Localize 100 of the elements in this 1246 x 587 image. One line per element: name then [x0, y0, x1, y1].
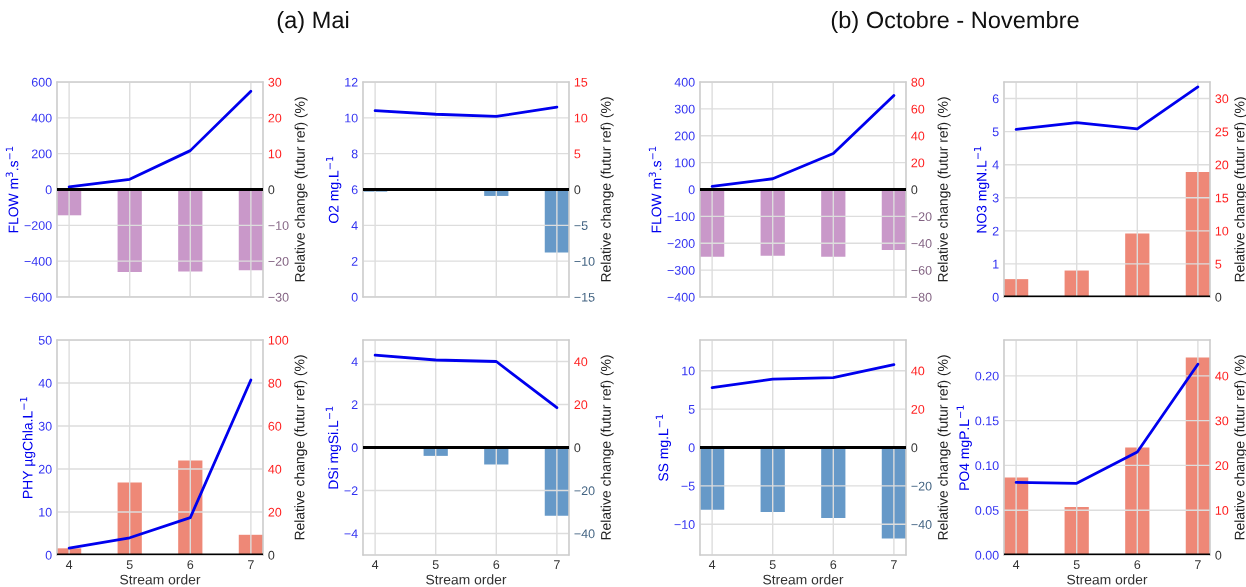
y2-tick-label: −30 [268, 292, 289, 302]
y-tick-label: −10 [674, 520, 695, 529]
y-tick-label: −5 [681, 481, 695, 491]
x-tick-label: 5 [1073, 560, 1080, 570]
y2-tick-label: 20 [268, 507, 282, 517]
y-tick-label: −400 [667, 292, 695, 302]
y2-tick-label: −20 [911, 212, 932, 222]
y-tick-label: −200 [667, 239, 695, 248]
y-axis-title: DSi mgSi.L$^{−1}$ [325, 406, 341, 489]
x-tick-label: 7 [554, 560, 560, 569]
y-tick-label: 2 [992, 226, 999, 236]
y-tick-label: 30 [38, 421, 52, 431]
y2-tick-label: −80 [911, 292, 932, 302]
y2-tick-label: 40 [268, 464, 282, 474]
y-tick-label: 0 [688, 443, 695, 453]
x-tick-label: 5 [432, 560, 439, 570]
y-tick-label: 2 [351, 400, 358, 410]
y-axis-title: PHY µgChla.L$^{−1}$ [20, 397, 36, 498]
y2-tick-label: 40 [574, 357, 588, 367]
y-tick-label: 400 [674, 77, 695, 87]
y-axis-title: PO4 mgP.L$^{−1}$ [956, 405, 972, 490]
y-axis-title: NO3 mgN.L$^{−1}$ [973, 146, 990, 233]
x-tick-label: 7 [248, 560, 254, 569]
x-axis-title: Stream order [1067, 574, 1148, 585]
y2-tick-label: −20 [574, 486, 595, 496]
text: (a) Mai [277, 11, 349, 33]
x-tick-label: 4 [371, 560, 379, 569]
y2-tick-label: −5 [574, 221, 588, 230]
line-series [67, 378, 253, 550]
y-tick-label: 2 [351, 256, 358, 266]
line-series [67, 89, 253, 189]
x-axis-title: Stream order [426, 574, 507, 585]
y-tick-label: −400 [24, 256, 52, 266]
y2-tick-label: 40 [911, 366, 925, 376]
text: (b) Octobre - Novembre [831, 11, 1079, 33]
y-tick-label: 0.15 [975, 416, 999, 426]
y-axis-title: FLOW m$^{3}$.s$^{−1}$ [648, 146, 662, 233]
y-tick-label: 0 [351, 443, 358, 453]
y2-tick-label: 5 [1215, 259, 1222, 269]
y-tick-label: 40 [38, 378, 52, 388]
y2-tick-label: 40 [1215, 371, 1229, 381]
y-tick-label: 300 [674, 104, 695, 114]
y2-tick-label: −10 [268, 221, 289, 230]
y2-tick-label: 0 [268, 185, 275, 195]
y-tick-label: 400 [31, 113, 52, 123]
y2-axis-title: Relative change (futur ref) (%) [937, 355, 951, 540]
y-tick-label: 600 [31, 77, 52, 87]
x-tick-label: 5 [769, 560, 776, 570]
y2-tick-label: −40 [911, 239, 932, 248]
y2-tick-label: 30 [1215, 94, 1229, 104]
y2-tick-label: 0 [911, 443, 918, 453]
y-tick-label: 0 [992, 292, 999, 302]
bar [1064, 270, 1089, 297]
y-tick-label: 6 [351, 185, 358, 195]
x-tick-label: 6 [187, 560, 194, 570]
y-tick-label: −600 [24, 292, 52, 302]
x-tick-label: 7 [891, 560, 897, 569]
y2-tick-label: 0 [268, 550, 275, 560]
line-series [373, 353, 559, 410]
y-tick-label: 12 [345, 77, 358, 87]
bar [1125, 447, 1150, 555]
y2-tick-label: 10 [574, 113, 588, 123]
y2-tick-label: 0 [1215, 550, 1222, 560]
y-tick-label: 0.00 [975, 550, 999, 560]
y-axis-title: O2 mg.L$^{−1}$ [326, 156, 342, 223]
y2-tick-label: −20 [268, 256, 289, 266]
line-series [1014, 85, 1200, 131]
x-tick-label: 6 [830, 560, 837, 570]
x-tick-label: 4 [708, 560, 716, 569]
y2-tick-label: 20 [268, 113, 282, 123]
y2-tick-label: 30 [1215, 416, 1229, 426]
y2-tick-label: 20 [911, 158, 925, 168]
y2-tick-label: −20 [911, 481, 932, 491]
y2-tick-label: −60 [911, 265, 932, 275]
y-tick-label: 5 [992, 127, 999, 137]
x-tick-label: 4 [65, 560, 73, 569]
y-tick-label: −4 [344, 529, 358, 539]
y-tick-label: −200 [24, 221, 52, 230]
y2-tick-label: 80 [911, 77, 925, 87]
y2-tick-label: 20 [911, 404, 925, 414]
x-tick-label: 6 [1134, 560, 1141, 570]
x-tick-label: 5 [126, 560, 133, 570]
y-tick-label: 50 [38, 335, 52, 345]
y-tick-label: 1 [993, 259, 999, 269]
y2-axis-title: Relative change (futur ref) (%) [294, 97, 308, 282]
y2-axis-title: Relative change (futur ref) (%) [600, 97, 614, 282]
y-tick-label: 10 [39, 507, 52, 517]
y-tick-label: 100 [675, 158, 695, 168]
y-tick-label: −300 [667, 265, 695, 275]
y-tick-label: 0 [45, 550, 52, 560]
y-tick-label: 6 [992, 94, 999, 104]
y-tick-label: 0.05 [975, 506, 999, 515]
y-tick-label: 3 [992, 193, 999, 203]
y2-tick-label: −10 [574, 256, 595, 266]
y2-tick-label: −40 [911, 520, 932, 529]
y2-tick-label: 10 [268, 149, 282, 159]
x-tick-label: 7 [1195, 560, 1201, 569]
y2-tick-label: 0 [574, 185, 581, 195]
y-tick-label: −2 [344, 486, 358, 496]
y2-tick-label: 0 [1215, 292, 1222, 302]
